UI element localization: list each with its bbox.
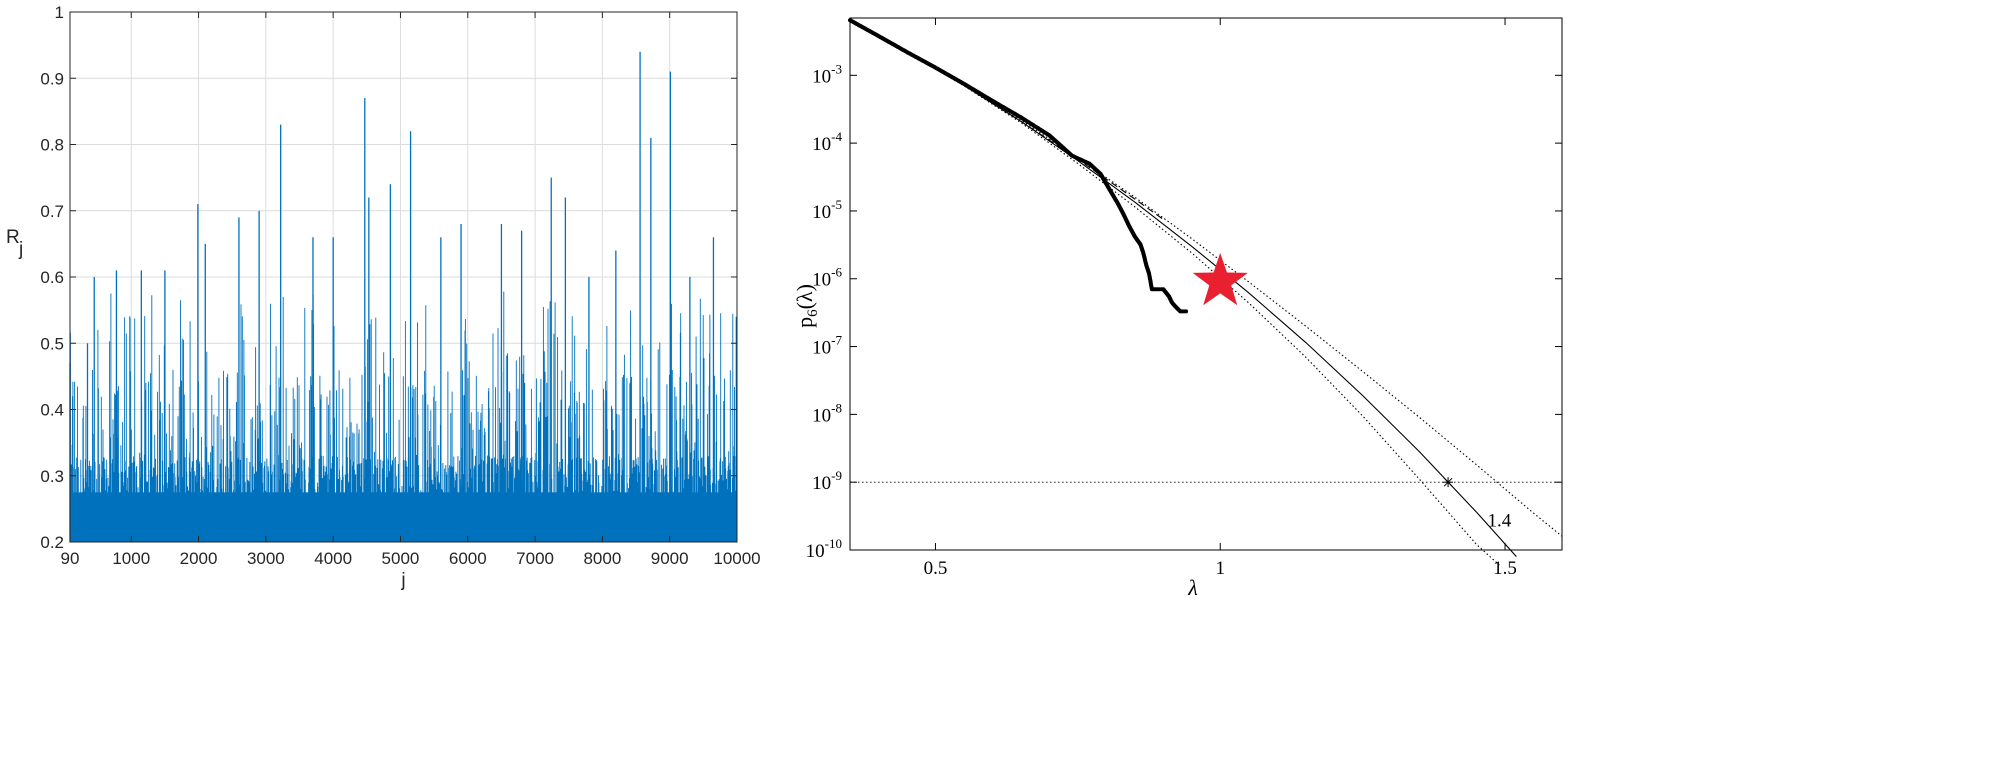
right-x-axis-label: λ [1187, 575, 1198, 600]
left-y-axis-label-subscript: j [18, 239, 23, 260]
left-x-tick-label: 3000 [247, 549, 285, 568]
ylabel-argument: (λ) [792, 284, 817, 309]
right-x-ticks: 0.5 1 1.5 [924, 18, 1517, 579]
right-chart: 0.5 1 1.5 10-1010-910-810-710-610-510-410-… [792, 17, 1563, 600]
right-axes-frame [849, 17, 1563, 551]
left-x-axis-label: j [400, 570, 405, 591]
tick-exponent: -10 [825, 536, 842, 551]
annotation-label: 1.4 [1487, 511, 1511, 532]
right-y-tick-label: 10-9 [812, 468, 842, 494]
right-y-tick-label: 10-5 [812, 197, 842, 223]
tick-base: 10 [806, 541, 825, 562]
right-x-tick-label: 1.5 [1493, 558, 1517, 579]
left-y-tick-label: 0.6 [40, 268, 64, 287]
left-y-tick-label: 0.3 [40, 467, 64, 486]
empirical-point [1184, 309, 1189, 314]
series-line-dashed [849, 19, 1164, 220]
red-star-icon [1192, 252, 1248, 306]
ylabel-base: p [792, 317, 817, 328]
right-y-tick-label: 10-10 [806, 536, 842, 562]
left-y-ticks: 0.2 0.3 0.4 0.5 0.6 0.7 0.8 0.9 1 [40, 3, 737, 552]
right-y-tick-label: 10-6 [812, 265, 842, 291]
tick-base: 10 [812, 202, 831, 223]
left-x-tick-label: 7000 [516, 549, 554, 568]
left-y-tick-label: 0.5 [40, 334, 64, 353]
tick-base: 10 [812, 473, 831, 494]
left-y-tick-label: 0.9 [40, 69, 64, 88]
left-x-tick-label: 90 [61, 549, 80, 568]
left-x-tick-label: 1000 [112, 549, 150, 568]
tick-exponent: -5 [831, 197, 842, 212]
tick-base: 10 [812, 66, 831, 87]
right-x-tick-label: 0.5 [924, 558, 948, 579]
ylabel-subscript: 6 [805, 309, 821, 317]
tick-exponent: -9 [831, 468, 842, 483]
right-y-tick-label: 10-8 [812, 400, 842, 426]
left-y-axis-label: R [6, 227, 20, 248]
right-x-tick-label: 1 [1215, 558, 1225, 579]
left-y-tick-label: 0.4 [40, 401, 64, 420]
tick-exponent: -8 [831, 400, 842, 415]
right-y-axis-label-text: p6(λ) [792, 284, 821, 328]
tick-base: 10 [812, 338, 831, 359]
empirical-points [848, 18, 1189, 314]
left-x-tick-label: 6000 [449, 549, 487, 568]
tick-exponent: -4 [831, 129, 842, 144]
crossing-marker [1443, 477, 1454, 488]
tick-exponent: -3 [831, 61, 842, 76]
left-x-tick-label: 5000 [382, 549, 420, 568]
tick-exponent: -7 [831, 333, 842, 348]
left-chart: 90 1000 2000 3000 4000 5000 6000 7000 8000 9000 10… [6, 3, 761, 591]
left-y-tick-label: 0.8 [40, 136, 64, 155]
left-bar-fill [70, 492, 737, 542]
left-y-tick-label: 1 [55, 3, 64, 22]
asterisk-stroke [1443, 477, 1453, 487]
left-y-tick-label: 0.7 [40, 202, 64, 221]
left-x-tick-label: 2000 [180, 549, 218, 568]
left-x-tick-label: 9000 [651, 549, 689, 568]
tick-exponent: -6 [831, 265, 842, 280]
left-x-tick-label: 10000 [713, 549, 760, 568]
right-y-tick-label: 10-4 [812, 129, 842, 155]
left-x-ticks: 90 1000 2000 3000 4000 5000 6000 7000 8000 9000 10… [61, 12, 761, 568]
right-y-tick-label: 10-3 [812, 61, 842, 87]
left-x-tick-label: 4000 [314, 549, 352, 568]
left-y-tick-label: 0.2 [40, 533, 64, 552]
tick-base: 10 [812, 405, 831, 426]
right-y-tick-label: 10-7 [812, 333, 842, 359]
right-y-axis-label: p6(λ) [792, 284, 821, 328]
left-x-tick-label: 8000 [583, 549, 621, 568]
series-line-dotted [849, 19, 1563, 537]
tick-base: 10 [812, 134, 831, 155]
tick-base: 10 [812, 270, 831, 291]
